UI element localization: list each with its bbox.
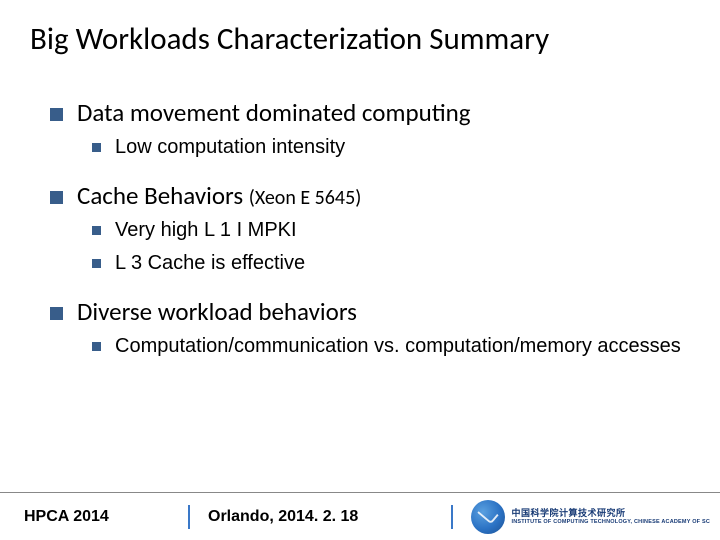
item-text: Data movement dominated computing — [77, 98, 471, 128]
list-item: Cache Behaviors (Xeon E 5645) — [50, 181, 690, 211]
bullet-icon — [50, 191, 63, 204]
bullet-icon — [50, 108, 63, 121]
bullet-icon — [50, 307, 63, 320]
item-paren-text: (Xeon E 5645) — [249, 186, 362, 210]
list-item: Data movement dominated computing — [50, 98, 690, 128]
bullet-icon — [92, 226, 101, 235]
item-text: Cache Behaviors (Xeon E 5645) — [77, 181, 361, 211]
slide-content: Data movement dominated computing Low co… — [0, 66, 720, 540]
separator-icon — [188, 505, 190, 529]
list-item: Computation/communication vs. computatio… — [92, 333, 690, 360]
subitem-text: Computation/communication vs. computatio… — [115, 333, 681, 360]
ict-logo-text: 中国科学院计算技术研究所 INSTITUTE OF COMPUTING TECH… — [511, 508, 710, 525]
item-text: Diverse workload behaviors — [77, 297, 357, 327]
ict-logo-line2: INSTITUTE OF COMPUTING TECHNOLOGY, CHINE… — [511, 519, 710, 526]
ict-logo-icon — [471, 500, 505, 534]
bullet-icon — [92, 143, 101, 152]
list-item: Low computation intensity — [92, 134, 690, 161]
ict-logo-line1: 中国科学院计算技术研究所 — [511, 508, 710, 519]
separator-icon — [451, 505, 453, 529]
subitem-text: Low computation intensity — [115, 134, 345, 161]
ict-logo: 中国科学院计算技术研究所 INSTITUTE OF COMPUTING TECH… — [471, 500, 720, 534]
subitem-text: Very high L 1 I MPKI — [115, 217, 297, 244]
list-item: Very high L 1 I MPKI — [92, 217, 690, 244]
list-item: Diverse workload behaviors — [50, 297, 690, 327]
footer: HPCA 2014 Orlando, 2014. 2. 18 中国科学院计算技术… — [0, 492, 720, 540]
subitem-text: L 3 Cache is effective — [115, 250, 305, 277]
slide-title: Big Workloads Characterization Summary — [0, 0, 720, 66]
footer-venue: HPCA 2014 — [0, 508, 170, 526]
bullet-icon — [92, 342, 101, 351]
footer-location: Orlando, 2014. 2. 18 — [208, 508, 358, 526]
slide: Big Workloads Characterization Summary D… — [0, 0, 720, 540]
bullet-icon — [92, 259, 101, 268]
list-item: L 3 Cache is effective — [92, 250, 690, 277]
item-main-text: Cache Behaviors — [77, 180, 243, 211]
